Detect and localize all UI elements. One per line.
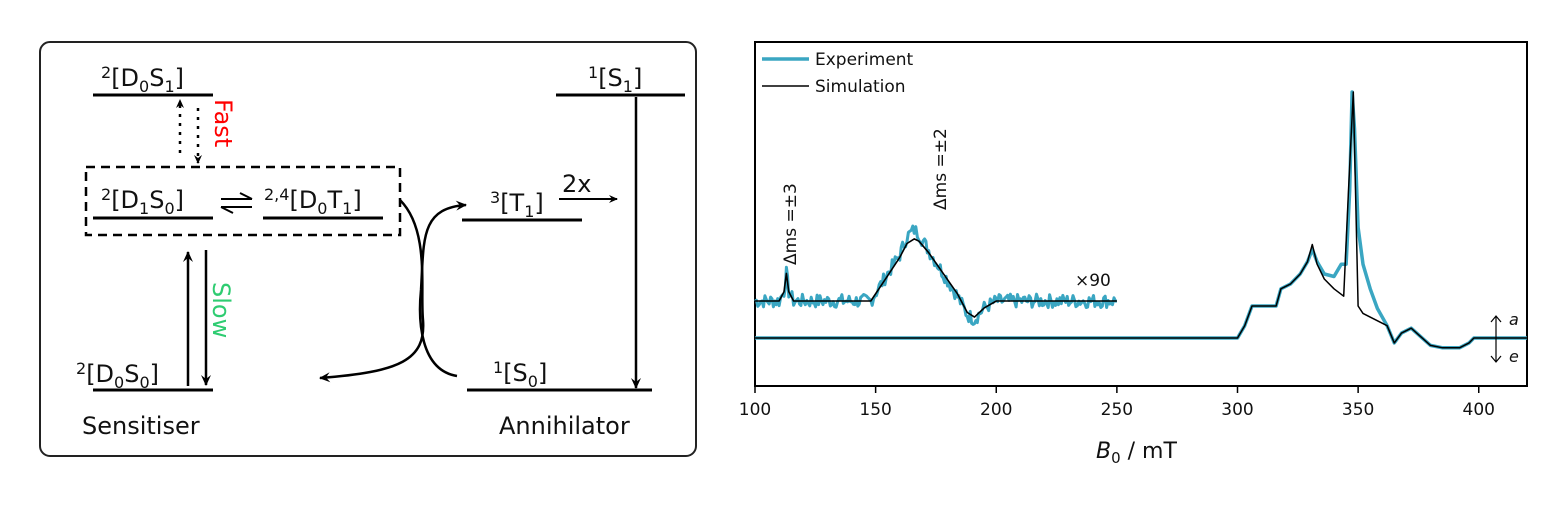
legend-experiment-label: Experiment [815, 50, 914, 70]
legend: Experiment Simulation [762, 50, 914, 97]
experiment-series-line [755, 90, 1527, 350]
diagram-frame [39, 41, 697, 457]
epr-chart: 100 150 200 250 300 350 400 ×90 Δms =±3 Δms =±… [739, 41, 1528, 467]
x-tick-label: 250 [1101, 400, 1133, 420]
simulation-series-line [755, 91, 1527, 349]
x-tick-label: 350 [1342, 400, 1374, 420]
x-tick-label: 200 [980, 400, 1012, 420]
sensitiser-label: Sensitiser [82, 412, 200, 440]
level-d0s0-label: 2[D0S0] [76, 359, 159, 392]
annotation-ms3: Δms =±3 [781, 183, 801, 265]
x-tick-label: 150 [859, 400, 891, 420]
level-d1s0: 2[D1S0] [93, 185, 213, 220]
level-d0s0: 2[D0S0] [76, 359, 213, 392]
level-d0t1: 2,4[D0T1] [263, 185, 383, 220]
inset-scale-label: ×90 [1075, 271, 1111, 291]
annotation-ms2: Δms =±2 [931, 128, 951, 210]
x-axis-label: B0 / mT [1096, 439, 1177, 467]
level-d1s0-label: 2[D1S0] [101, 185, 184, 218]
two-x-label: 2x [562, 170, 591, 198]
absorption-emission-indicator: a e [1490, 310, 1519, 366]
x-tick-label: 400 [1463, 400, 1495, 420]
x-tick-label: 300 [1221, 400, 1253, 420]
experiment-inset-line [754, 224, 1117, 326]
legend-simulation-label: Simulation [815, 77, 906, 97]
level-s0-annihilator: 1[S0] [467, 358, 652, 392]
level-d0s1: 2[D0S1] [93, 63, 213, 97]
level-s1-label: 1[S1] [588, 63, 642, 96]
plot-frame [754, 41, 1528, 387]
emission-label: e [1509, 347, 1519, 366]
absorption-label: a [1509, 310, 1519, 329]
simulation-inset-line [755, 238, 1117, 318]
level-t1-annihilator: 3[T1] [462, 188, 582, 222]
equilibrium-arrows [220, 192, 253, 214]
annihilator-label: Annihilator [499, 412, 630, 440]
x-axis-ticks: 100 150 200 250 300 350 400 [739, 386, 1495, 420]
energy-diagram: 2[D0S1] Fast 2[D1S0] 2,4[D0T1] Slow [39, 41, 697, 457]
x-tick-label: 100 [739, 400, 771, 420]
tet-arrow-back [418, 200, 467, 378]
level-s0-label: 1[S0] [493, 358, 547, 391]
level-t1-label: 3[T1] [490, 188, 544, 221]
level-d0s1-label: 2[D0S1] [101, 63, 184, 96]
fast-label: Fast [209, 99, 237, 147]
tet-arrow-forward [319, 199, 425, 383]
level-d0t1-label: 2,4[D0T1] [264, 185, 362, 218]
slow-label: Slow [207, 282, 235, 338]
level-s1-annihilator: 1[S1] [556, 63, 685, 97]
